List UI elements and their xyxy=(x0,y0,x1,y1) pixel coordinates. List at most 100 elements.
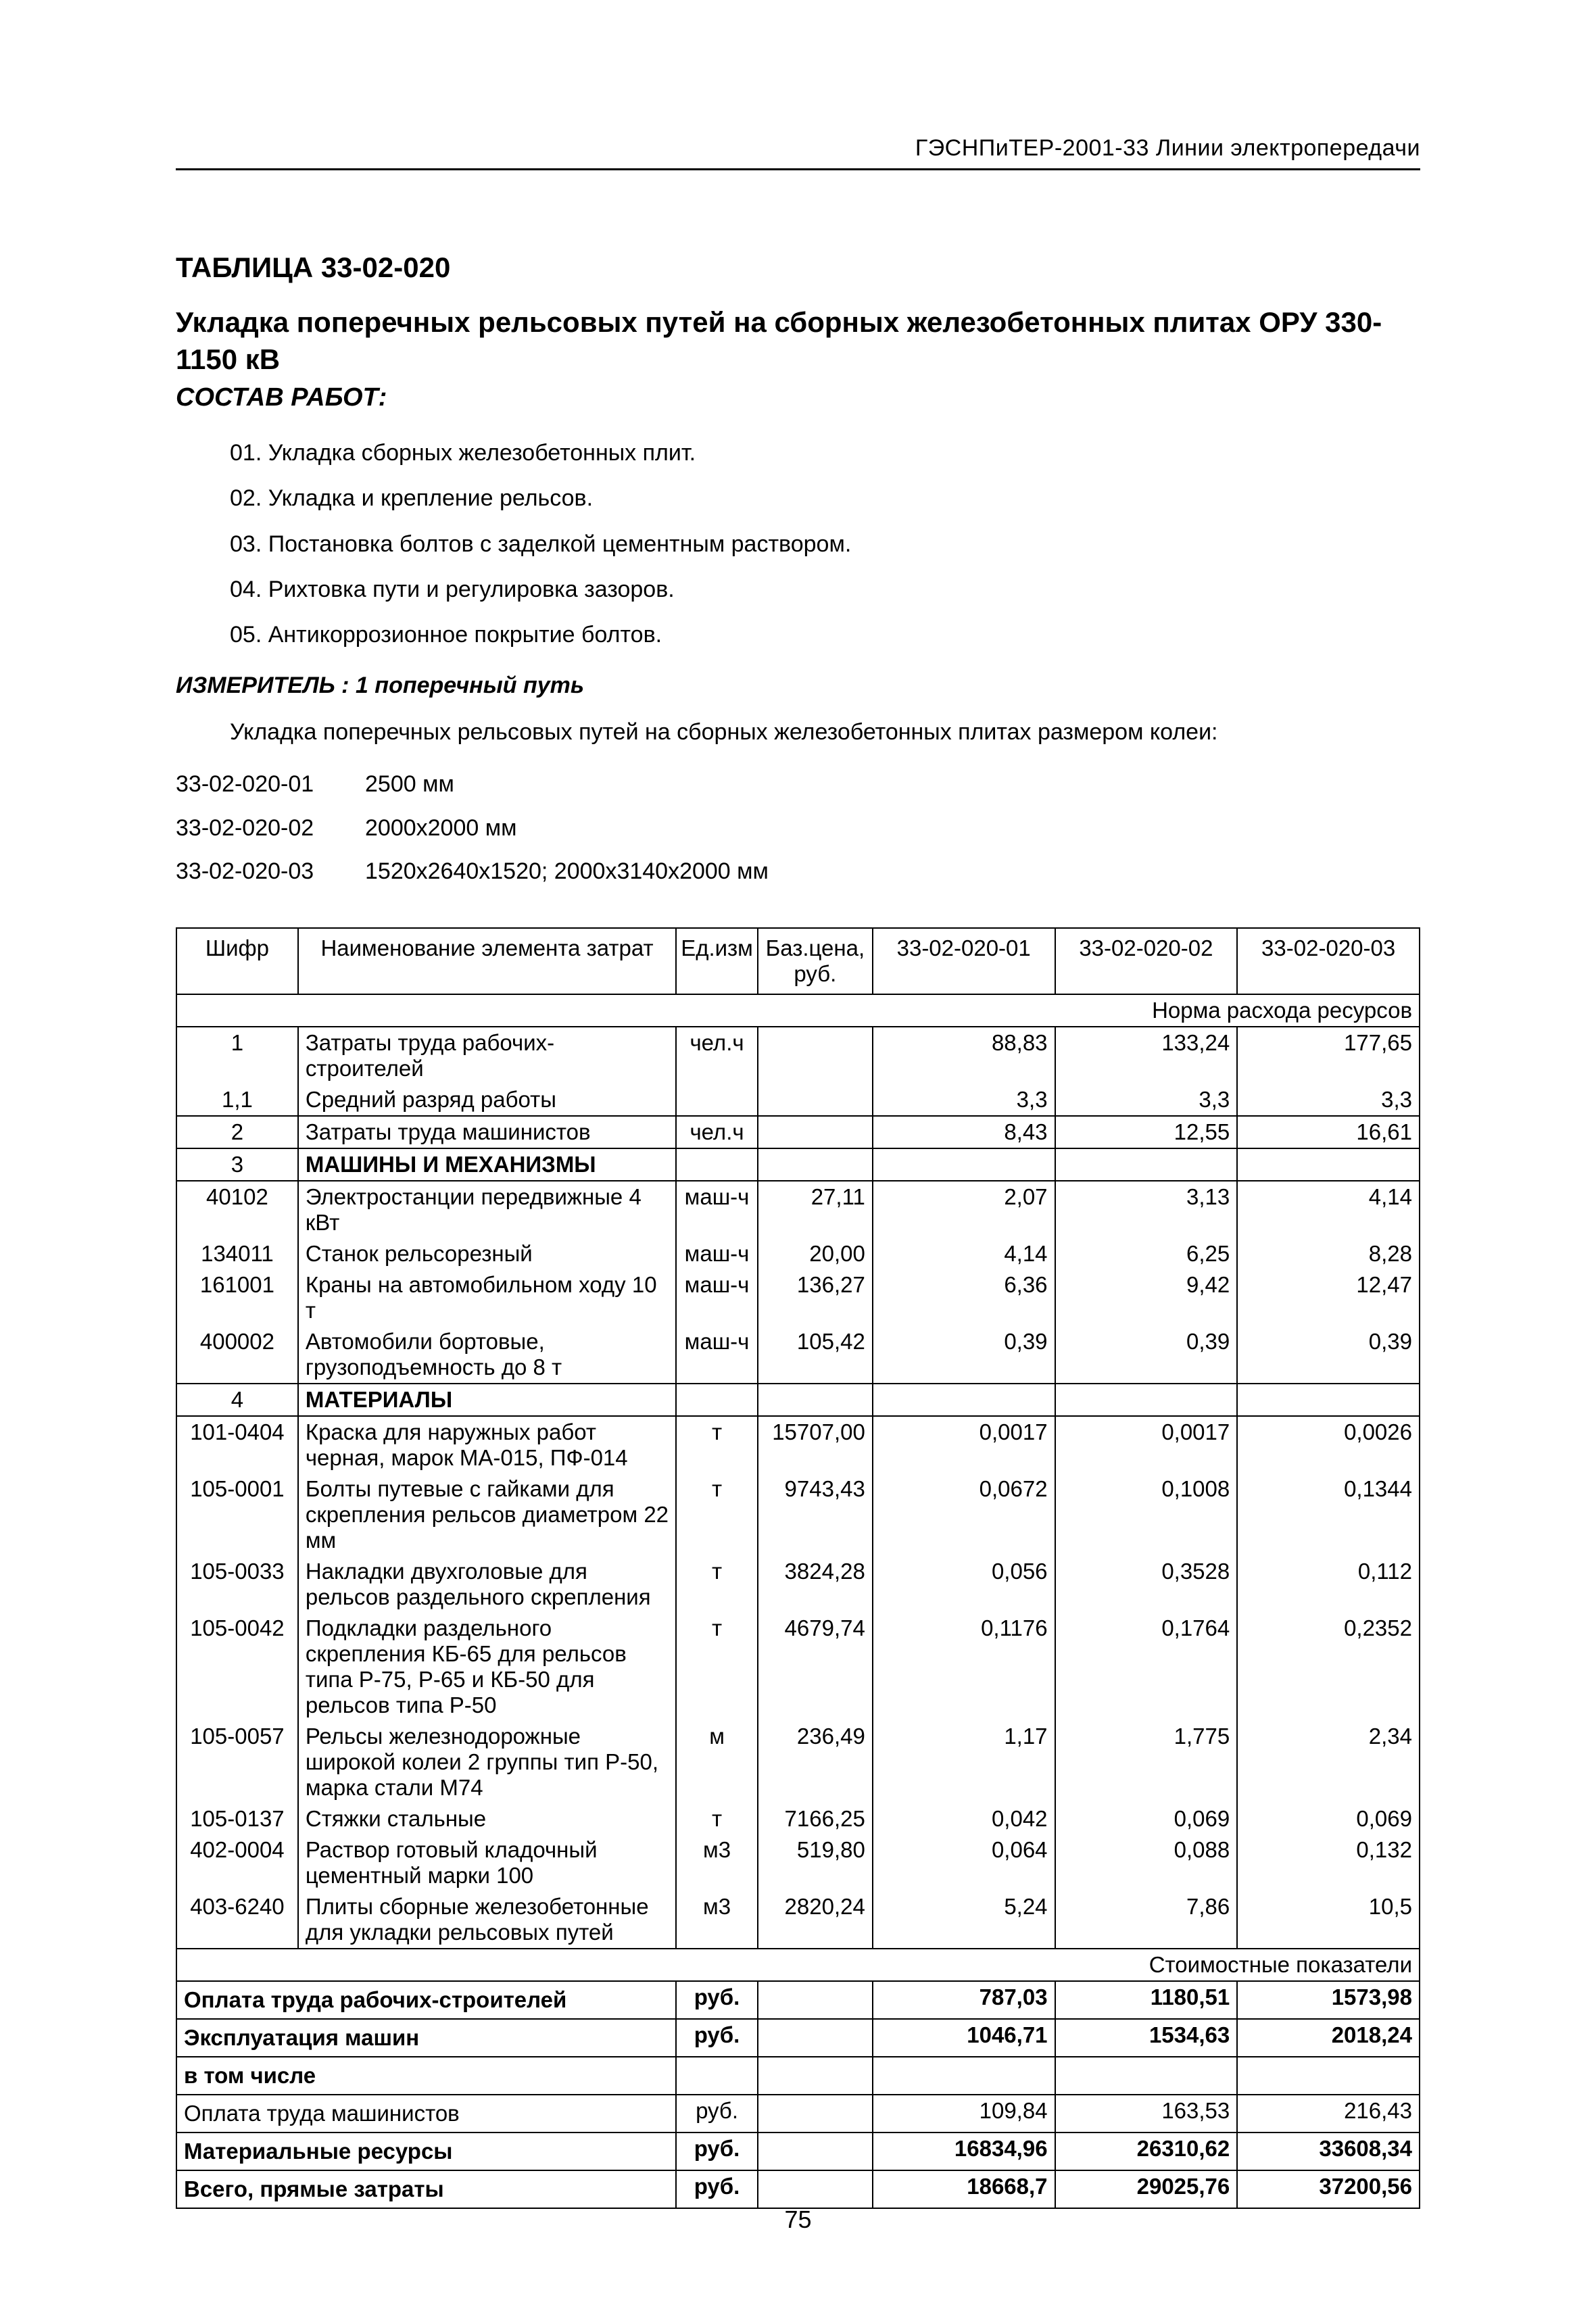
cell-name: Электростанции передвижные 4 кВт xyxy=(298,1181,676,1238)
cell-name: Раствор готовый кладочный цементный марк… xyxy=(298,1834,676,1891)
footer-v3: 2018,24 xyxy=(1237,2019,1420,2057)
document-page: ГЭСНПиТЕР-2001-33 Линии электропередачи … xyxy=(0,0,1596,2315)
cell-ed: чел.ч xyxy=(676,1116,758,1148)
cell-baz: 136,27 xyxy=(758,1269,873,1326)
section-row: Стоимостные показатели xyxy=(176,1949,1420,1981)
cell-v3: 0,0026 xyxy=(1237,1416,1420,1473)
cell-shifr: 3 xyxy=(176,1148,298,1181)
main-table: Шифр Наименование элемента затрат Ед.изм… xyxy=(176,927,1420,2209)
footer-label: Материальные ресурсы xyxy=(176,2133,676,2170)
cell-v1: 4,14 xyxy=(873,1238,1055,1269)
cell-shifr: 2 xyxy=(176,1116,298,1148)
cell-ed: м xyxy=(676,1721,758,1803)
footer-baz xyxy=(758,2133,873,2170)
cell-v1: 6,36 xyxy=(873,1269,1055,1326)
footer-v1 xyxy=(873,2057,1055,2095)
cell-shifr: 1,1 xyxy=(176,1084,298,1116)
cell-baz: 7166,25 xyxy=(758,1803,873,1834)
footer-row: в том числе xyxy=(176,2057,1420,2095)
cell-v1: 0,39 xyxy=(873,1326,1055,1384)
works-list: 01. Укладка сборных железобетонных плит.… xyxy=(176,433,1420,656)
cell-name: Плиты сборные железобетонные для укладки… xyxy=(298,1891,676,1949)
footer-baz xyxy=(758,2057,873,2095)
table-row: 400002Автомобили бортовые, грузоподъемно… xyxy=(176,1326,1420,1384)
cell-v1: 0,0672 xyxy=(873,1473,1055,1556)
cell-ed xyxy=(676,1384,758,1416)
cell-shifr: 105-0137 xyxy=(176,1803,298,1834)
cell-baz xyxy=(758,1116,873,1148)
footer-v3: 1573,98 xyxy=(1237,1981,1420,2019)
table-row: 2Затраты труда машинистовчел.ч8,4312,551… xyxy=(176,1116,1420,1148)
table-row: 101-0404Краска для наружных работ черная… xyxy=(176,1416,1420,1473)
footer-v1: 787,03 xyxy=(873,1981,1055,2019)
footer-v2: 1180,51 xyxy=(1055,1981,1238,2019)
code: 33-02-020-01 xyxy=(176,762,365,806)
footer-v1: 1046,71 xyxy=(873,2019,1055,2057)
code-row: 33-02-020-01 2500 мм xyxy=(176,762,1420,806)
code: 33-02-020-03 xyxy=(176,850,365,894)
footer-v3: 216,43 xyxy=(1237,2095,1420,2133)
footer-ed: руб. xyxy=(676,2170,758,2208)
table-row: 40102Электростанции передвижные 4 кВтмаш… xyxy=(176,1181,1420,1238)
table-row: 134011Станок рельсорезныймаш-ч20,004,146… xyxy=(176,1238,1420,1269)
footer-ed: руб. xyxy=(676,1981,758,2019)
work-item: 04. Рихтовка пути и регулировка зазоров. xyxy=(230,569,1420,610)
cell-shifr: 105-0033 xyxy=(176,1556,298,1613)
work-item: 02. Укладка и крепление рельсов. xyxy=(230,478,1420,519)
code-label: 2000х2000 мм xyxy=(365,806,516,850)
footer-label: в том числе xyxy=(176,2057,676,2095)
cell-v2: 0,1008 xyxy=(1055,1473,1238,1556)
cell-v1: 0,064 xyxy=(873,1834,1055,1891)
col-c1: 33-02-020-01 xyxy=(873,928,1055,994)
table-row: 3МАШИНЫ И МЕХАНИЗМЫ xyxy=(176,1148,1420,1181)
footer-ed: руб. xyxy=(676,2133,758,2170)
cell-v2: 6,25 xyxy=(1055,1238,1238,1269)
cell-name: Стяжки стальные xyxy=(298,1803,676,1834)
cell-v3: 0,069 xyxy=(1237,1803,1420,1834)
cell-v3: 12,47 xyxy=(1237,1269,1420,1326)
footer-row: Материальные ресурсыруб.16834,9626310,62… xyxy=(176,2133,1420,2170)
cell-shifr: 101-0404 xyxy=(176,1416,298,1473)
cell-baz: 27,11 xyxy=(758,1181,873,1238)
code-list: 33-02-020-01 2500 мм 33-02-020-02 2000х2… xyxy=(176,762,1420,894)
cell-shifr: 4 xyxy=(176,1384,298,1416)
cell-shifr: 400002 xyxy=(176,1326,298,1384)
footer-ed: руб. xyxy=(676,2095,758,2133)
cell-ed: маш-ч xyxy=(676,1326,758,1384)
cell-name: Краска для наружных работ черная, марок … xyxy=(298,1416,676,1473)
cell-shifr: 161001 xyxy=(176,1269,298,1326)
footer-v2 xyxy=(1055,2057,1238,2095)
cell-name: Рельсы железнодорожные широкой колеи 2 г… xyxy=(298,1721,676,1803)
col-c2: 33-02-020-02 xyxy=(1055,928,1238,994)
running-header: ГЭСНПиТЕР-2001-33 Линии электропередачи xyxy=(176,135,1420,170)
cell-v3: 0,1344 xyxy=(1237,1473,1420,1556)
footer-label: Оплата труда машинистов xyxy=(176,2095,676,2133)
work-item: 05. Антикоррозионное покрытие болтов. xyxy=(230,614,1420,656)
cell-ed: т xyxy=(676,1473,758,1556)
cell-v1: 5,24 xyxy=(873,1891,1055,1949)
cell-v3: 0,39 xyxy=(1237,1326,1420,1384)
table-row: 1Затраты труда рабочих-строителейчел.ч88… xyxy=(176,1027,1420,1084)
footer-row: Оплата труда рабочих-строителейруб.787,0… xyxy=(176,1981,1420,2019)
description: Укладка поперечных рельсовых путей на сб… xyxy=(176,719,1420,746)
cell-v3: 0,132 xyxy=(1237,1834,1420,1891)
cell-ed: м3 xyxy=(676,1891,758,1949)
table-title: Укладка поперечных рельсовых путей на сб… xyxy=(176,304,1420,378)
cell-ed: м3 xyxy=(676,1834,758,1891)
cell-v2: 133,24 xyxy=(1055,1027,1238,1084)
footer-label: Всего, прямые затраты xyxy=(176,2170,676,2208)
cell-v3: 3,3 xyxy=(1237,1084,1420,1116)
table-header-row: Шифр Наименование элемента затрат Ед.изм… xyxy=(176,928,1420,994)
cell-v2: 0,39 xyxy=(1055,1326,1238,1384)
footer-baz xyxy=(758,1981,873,2019)
footer-baz xyxy=(758,2019,873,2057)
table-row: 403-6240Плиты сборные железобетонные для… xyxy=(176,1891,1420,1949)
cell-ed xyxy=(676,1084,758,1116)
composition-label: СОСТАВ РАБОТ: xyxy=(176,383,1420,412)
cell-v2 xyxy=(1055,1384,1238,1416)
cell-v2: 0,1764 xyxy=(1055,1613,1238,1721)
cell-v3 xyxy=(1237,1148,1420,1181)
cell-name: Краны на автомобильном ходу 10 т xyxy=(298,1269,676,1326)
cell-shifr: 40102 xyxy=(176,1181,298,1238)
footer-v3: 37200,56 xyxy=(1237,2170,1420,2208)
